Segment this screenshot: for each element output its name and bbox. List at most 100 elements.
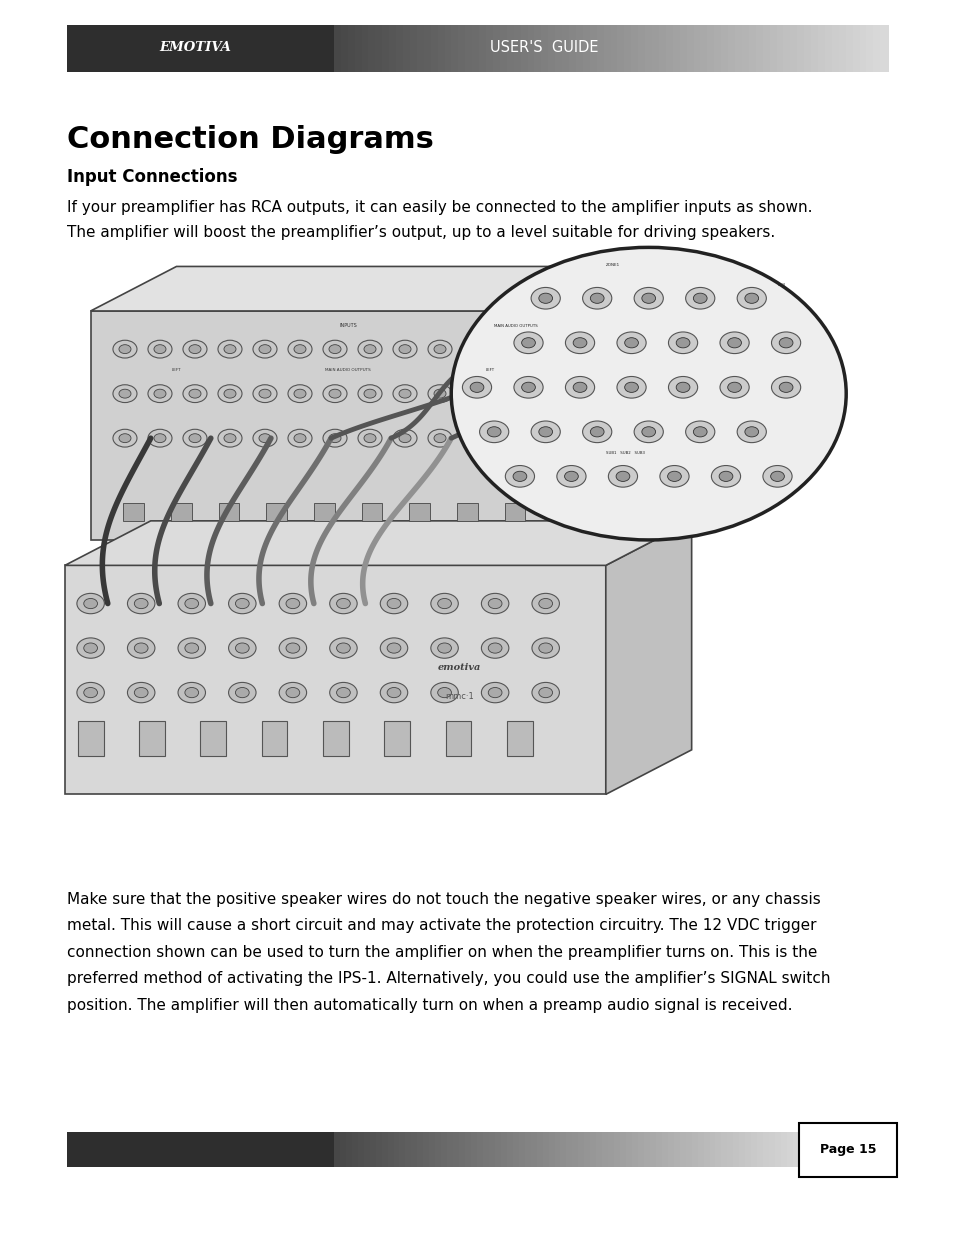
Bar xyxy=(702,1132,711,1167)
Circle shape xyxy=(557,466,585,487)
Circle shape xyxy=(330,683,356,703)
Bar xyxy=(554,1132,561,1167)
Text: Page 15: Page 15 xyxy=(819,1144,876,1156)
Bar xyxy=(405,1132,413,1167)
Circle shape xyxy=(380,593,407,614)
Circle shape xyxy=(513,472,526,482)
Bar xyxy=(395,25,404,72)
Bar xyxy=(361,25,370,72)
Bar xyxy=(792,1132,800,1167)
Bar xyxy=(375,1132,383,1167)
Bar xyxy=(500,1132,508,1167)
Circle shape xyxy=(503,389,516,398)
Circle shape xyxy=(364,345,375,353)
Circle shape xyxy=(434,433,446,442)
Bar xyxy=(435,1132,442,1167)
Bar xyxy=(369,1132,377,1167)
Circle shape xyxy=(624,382,638,393)
Circle shape xyxy=(279,683,306,703)
Bar xyxy=(810,25,819,72)
Bar xyxy=(499,25,508,72)
Circle shape xyxy=(428,385,452,403)
Circle shape xyxy=(178,683,205,703)
Circle shape xyxy=(521,337,535,348)
Bar xyxy=(334,1132,341,1167)
Circle shape xyxy=(253,430,276,447)
Bar xyxy=(67,25,334,72)
Bar xyxy=(769,25,778,72)
Bar xyxy=(444,25,453,72)
Circle shape xyxy=(387,643,400,653)
Bar xyxy=(750,1132,759,1167)
Bar xyxy=(542,1132,550,1167)
Bar xyxy=(744,1132,752,1167)
Bar xyxy=(437,25,446,72)
Bar xyxy=(399,1132,407,1167)
Bar xyxy=(561,25,570,72)
Circle shape xyxy=(329,433,340,442)
Text: Make sure that the positive speaker wires do not touch the negative speaker wire: Make sure that the positive speaker wire… xyxy=(67,892,820,906)
Bar xyxy=(714,25,722,72)
Circle shape xyxy=(770,472,783,482)
Bar xyxy=(495,1132,502,1167)
Bar xyxy=(445,721,471,756)
Circle shape xyxy=(762,466,791,487)
Circle shape xyxy=(183,385,207,403)
Bar xyxy=(667,1132,675,1167)
Circle shape xyxy=(229,683,255,703)
Circle shape xyxy=(719,472,732,482)
Bar xyxy=(838,25,846,72)
Bar xyxy=(817,25,826,72)
Bar xyxy=(782,25,791,72)
Circle shape xyxy=(229,593,255,614)
Bar xyxy=(340,25,349,72)
Bar xyxy=(726,1132,735,1167)
Bar xyxy=(423,1132,431,1167)
Circle shape xyxy=(538,599,552,609)
Circle shape xyxy=(488,688,501,698)
Circle shape xyxy=(398,389,411,398)
Bar xyxy=(697,1132,704,1167)
Circle shape xyxy=(481,683,508,703)
Circle shape xyxy=(481,638,508,658)
Bar xyxy=(485,25,495,72)
Text: Connection Diagrams: Connection Diagrams xyxy=(67,125,434,153)
Text: The amplifier will boost the preamplifier’s output, up to a level suitable for d: The amplifier will boost the preamplifie… xyxy=(67,225,774,240)
Circle shape xyxy=(470,382,483,393)
Bar xyxy=(655,1132,663,1167)
Circle shape xyxy=(134,688,148,698)
Bar xyxy=(384,721,410,756)
Bar xyxy=(518,1132,526,1167)
Bar xyxy=(614,1132,621,1167)
Bar xyxy=(739,1132,746,1167)
Bar xyxy=(506,25,515,72)
Circle shape xyxy=(565,377,594,398)
Circle shape xyxy=(112,430,137,447)
Bar xyxy=(536,1132,544,1167)
Bar xyxy=(652,25,660,72)
Bar xyxy=(852,25,861,72)
Text: If your preamplifier has RCA outputs, it can easily be connected to the amplifie: If your preamplifier has RCA outputs, it… xyxy=(67,200,811,215)
Circle shape xyxy=(479,421,508,442)
Circle shape xyxy=(128,683,154,703)
Circle shape xyxy=(565,332,594,353)
Bar xyxy=(347,25,356,72)
Text: mmc·1: mmc·1 xyxy=(445,692,474,701)
Bar xyxy=(679,25,688,72)
Circle shape xyxy=(380,683,407,703)
Circle shape xyxy=(398,433,411,442)
Bar xyxy=(720,1132,728,1167)
Circle shape xyxy=(538,345,551,353)
Circle shape xyxy=(538,293,552,304)
Bar xyxy=(643,1132,651,1167)
Bar xyxy=(734,25,743,72)
Circle shape xyxy=(258,433,271,442)
Circle shape xyxy=(667,472,680,482)
Bar xyxy=(568,25,578,72)
Circle shape xyxy=(531,421,559,442)
Bar xyxy=(387,1132,395,1167)
Bar xyxy=(472,25,480,72)
Circle shape xyxy=(153,389,166,398)
Circle shape xyxy=(469,389,480,398)
Circle shape xyxy=(148,385,172,403)
